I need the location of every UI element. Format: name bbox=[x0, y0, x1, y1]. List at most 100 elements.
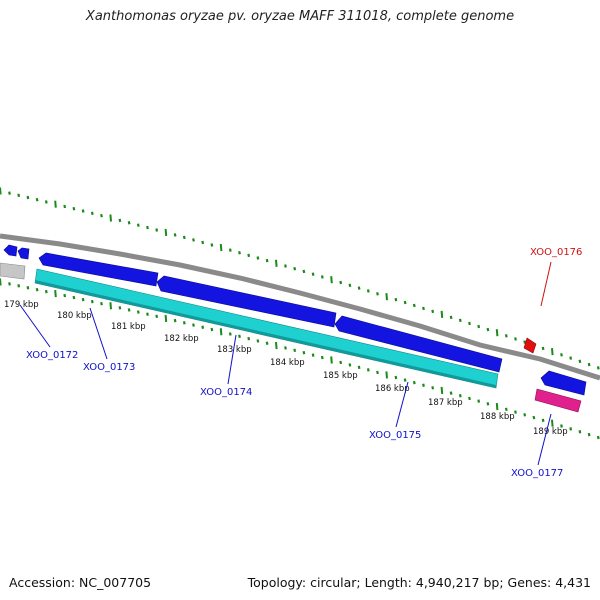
gene-arrow-xoo-0176[interactable] bbox=[523, 337, 537, 354]
tick-label: 179 kbp bbox=[4, 300, 39, 310]
inner-tick bbox=[569, 427, 573, 431]
inner-tick bbox=[532, 415, 536, 420]
inner-tick bbox=[348, 363, 352, 367]
inner-tick bbox=[311, 353, 315, 357]
inner-tick bbox=[477, 399, 481, 403]
gene-label[interactable]: XOO_0172 bbox=[26, 350, 78, 361]
inner-tick bbox=[109, 302, 112, 310]
genome-backbone bbox=[0, 233, 600, 381]
inner-tick bbox=[72, 295, 76, 300]
inner-tick bbox=[357, 365, 361, 370]
outer-tick bbox=[219, 243, 223, 252]
gene-leader-lines bbox=[19, 261, 552, 466]
outer-tick bbox=[422, 306, 425, 311]
gene-label[interactable]: XOO_0176 bbox=[530, 247, 582, 258]
inner-tick bbox=[293, 348, 297, 353]
inner-tick bbox=[219, 328, 223, 336]
gene-block-cyan-xoo-0175-shade bbox=[35, 280, 496, 388]
inner-tick bbox=[210, 327, 214, 332]
outer-tick bbox=[109, 214, 112, 222]
inner-tick bbox=[587, 432, 591, 437]
inner-tick bbox=[90, 299, 94, 304]
topology-summary: Topology: circular; Length: 4,940,217 bp… bbox=[247, 575, 591, 590]
inner-tick bbox=[596, 435, 600, 440]
tick-label: 181 kbp bbox=[111, 322, 146, 332]
outer-tick bbox=[155, 228, 159, 232]
outer-tick bbox=[339, 280, 343, 285]
outer-tick bbox=[523, 340, 527, 344]
inner-tick bbox=[155, 314, 159, 319]
inner-tick bbox=[63, 293, 67, 298]
inner-tick bbox=[192, 323, 195, 327]
gene-arrow-xoo-0174[interactable] bbox=[156, 275, 337, 328]
gene-block-gray[interactable] bbox=[0, 262, 26, 280]
inner-tick bbox=[514, 410, 517, 414]
gene-arrow-left-small-1[interactable] bbox=[3, 244, 18, 257]
gene-arrow-left-small-2[interactable] bbox=[17, 247, 30, 260]
inner-tick bbox=[284, 346, 287, 350]
inner-tick bbox=[35, 287, 39, 292]
inner-tick bbox=[247, 336, 251, 341]
outer-tick bbox=[238, 251, 241, 255]
inner-tick bbox=[578, 430, 582, 434]
outer-tick bbox=[357, 286, 361, 290]
inner-tick bbox=[431, 386, 435, 390]
inner-tick bbox=[127, 308, 131, 312]
inner-tick bbox=[449, 391, 453, 395]
tick-label: 189 kbp bbox=[533, 427, 568, 437]
outer-tick bbox=[210, 243, 214, 247]
outer-tick bbox=[118, 218, 122, 223]
gene-block-pink-xoo-0177[interactable] bbox=[534, 388, 582, 413]
inner-tick bbox=[100, 301, 103, 306]
outer-tick bbox=[173, 233, 177, 237]
outer-tick bbox=[275, 259, 278, 267]
outer-tick bbox=[284, 264, 287, 268]
outer-tick bbox=[100, 213, 103, 218]
outer-tick bbox=[541, 346, 545, 351]
gene-arrow-xoo-0175-forward[interactable] bbox=[334, 315, 503, 373]
inner-tick bbox=[265, 341, 269, 345]
outer-tick bbox=[468, 321, 471, 326]
gene-label[interactable]: XOO_0174 bbox=[200, 387, 252, 398]
outer-tick bbox=[449, 315, 453, 320]
outer-tick bbox=[440, 310, 444, 318]
inner-tick bbox=[201, 325, 205, 329]
outer-tick bbox=[587, 362, 591, 367]
outer-tick bbox=[17, 193, 21, 198]
inner-tick bbox=[44, 289, 48, 294]
outer-tick bbox=[394, 297, 398, 302]
inner-tick bbox=[173, 318, 177, 323]
outer-tick bbox=[228, 248, 232, 252]
outer-tick bbox=[412, 303, 416, 308]
outer-tick bbox=[26, 195, 30, 200]
inner-tick bbox=[523, 413, 527, 417]
tick-label: 184 kbp bbox=[270, 358, 305, 368]
outer-tick bbox=[44, 200, 48, 204]
outer-tick bbox=[366, 289, 370, 293]
inner-tick bbox=[320, 355, 324, 360]
outer-tick bbox=[164, 228, 168, 237]
accession-text: Accession: NC_007705 bbox=[9, 575, 152, 590]
outer-tick bbox=[63, 204, 67, 209]
outer-tick bbox=[348, 283, 352, 288]
outer-tick bbox=[146, 225, 149, 230]
outer-tick bbox=[136, 223, 140, 227]
tick-label: 188 kbp bbox=[480, 412, 515, 422]
inner-tick-track bbox=[0, 278, 600, 440]
inner-tick bbox=[26, 286, 30, 290]
gene-label[interactable]: XOO_0173 bbox=[83, 362, 135, 373]
outer-tick bbox=[477, 324, 481, 329]
genome-title: Xanthomonas oryzae pv. oryzae MAFF 31101… bbox=[85, 9, 515, 24]
inner-tick bbox=[256, 339, 260, 343]
inner-tick bbox=[17, 284, 21, 288]
gene-arrow-xoo-0177-forward[interactable] bbox=[540, 370, 587, 396]
inner-tick bbox=[302, 351, 306, 355]
tick-labels: 179 kbp 180 kbp 181 kbp 182 kbp 183 kbp 184 k… bbox=[4, 300, 568, 437]
inner-tick bbox=[495, 402, 499, 411]
gene-labels: XOO_0172 XOO_0173 XOO_0174 XOO_0175 XOO_0176… bbox=[26, 247, 582, 479]
gene-label[interactable]: XOO_0177 bbox=[511, 468, 563, 479]
gene-arrow-xoo-0173[interactable] bbox=[38, 252, 159, 287]
gene-label[interactable]: XOO_0175 bbox=[369, 430, 421, 441]
inner-tick bbox=[81, 297, 85, 302]
inner-tick bbox=[275, 342, 278, 350]
